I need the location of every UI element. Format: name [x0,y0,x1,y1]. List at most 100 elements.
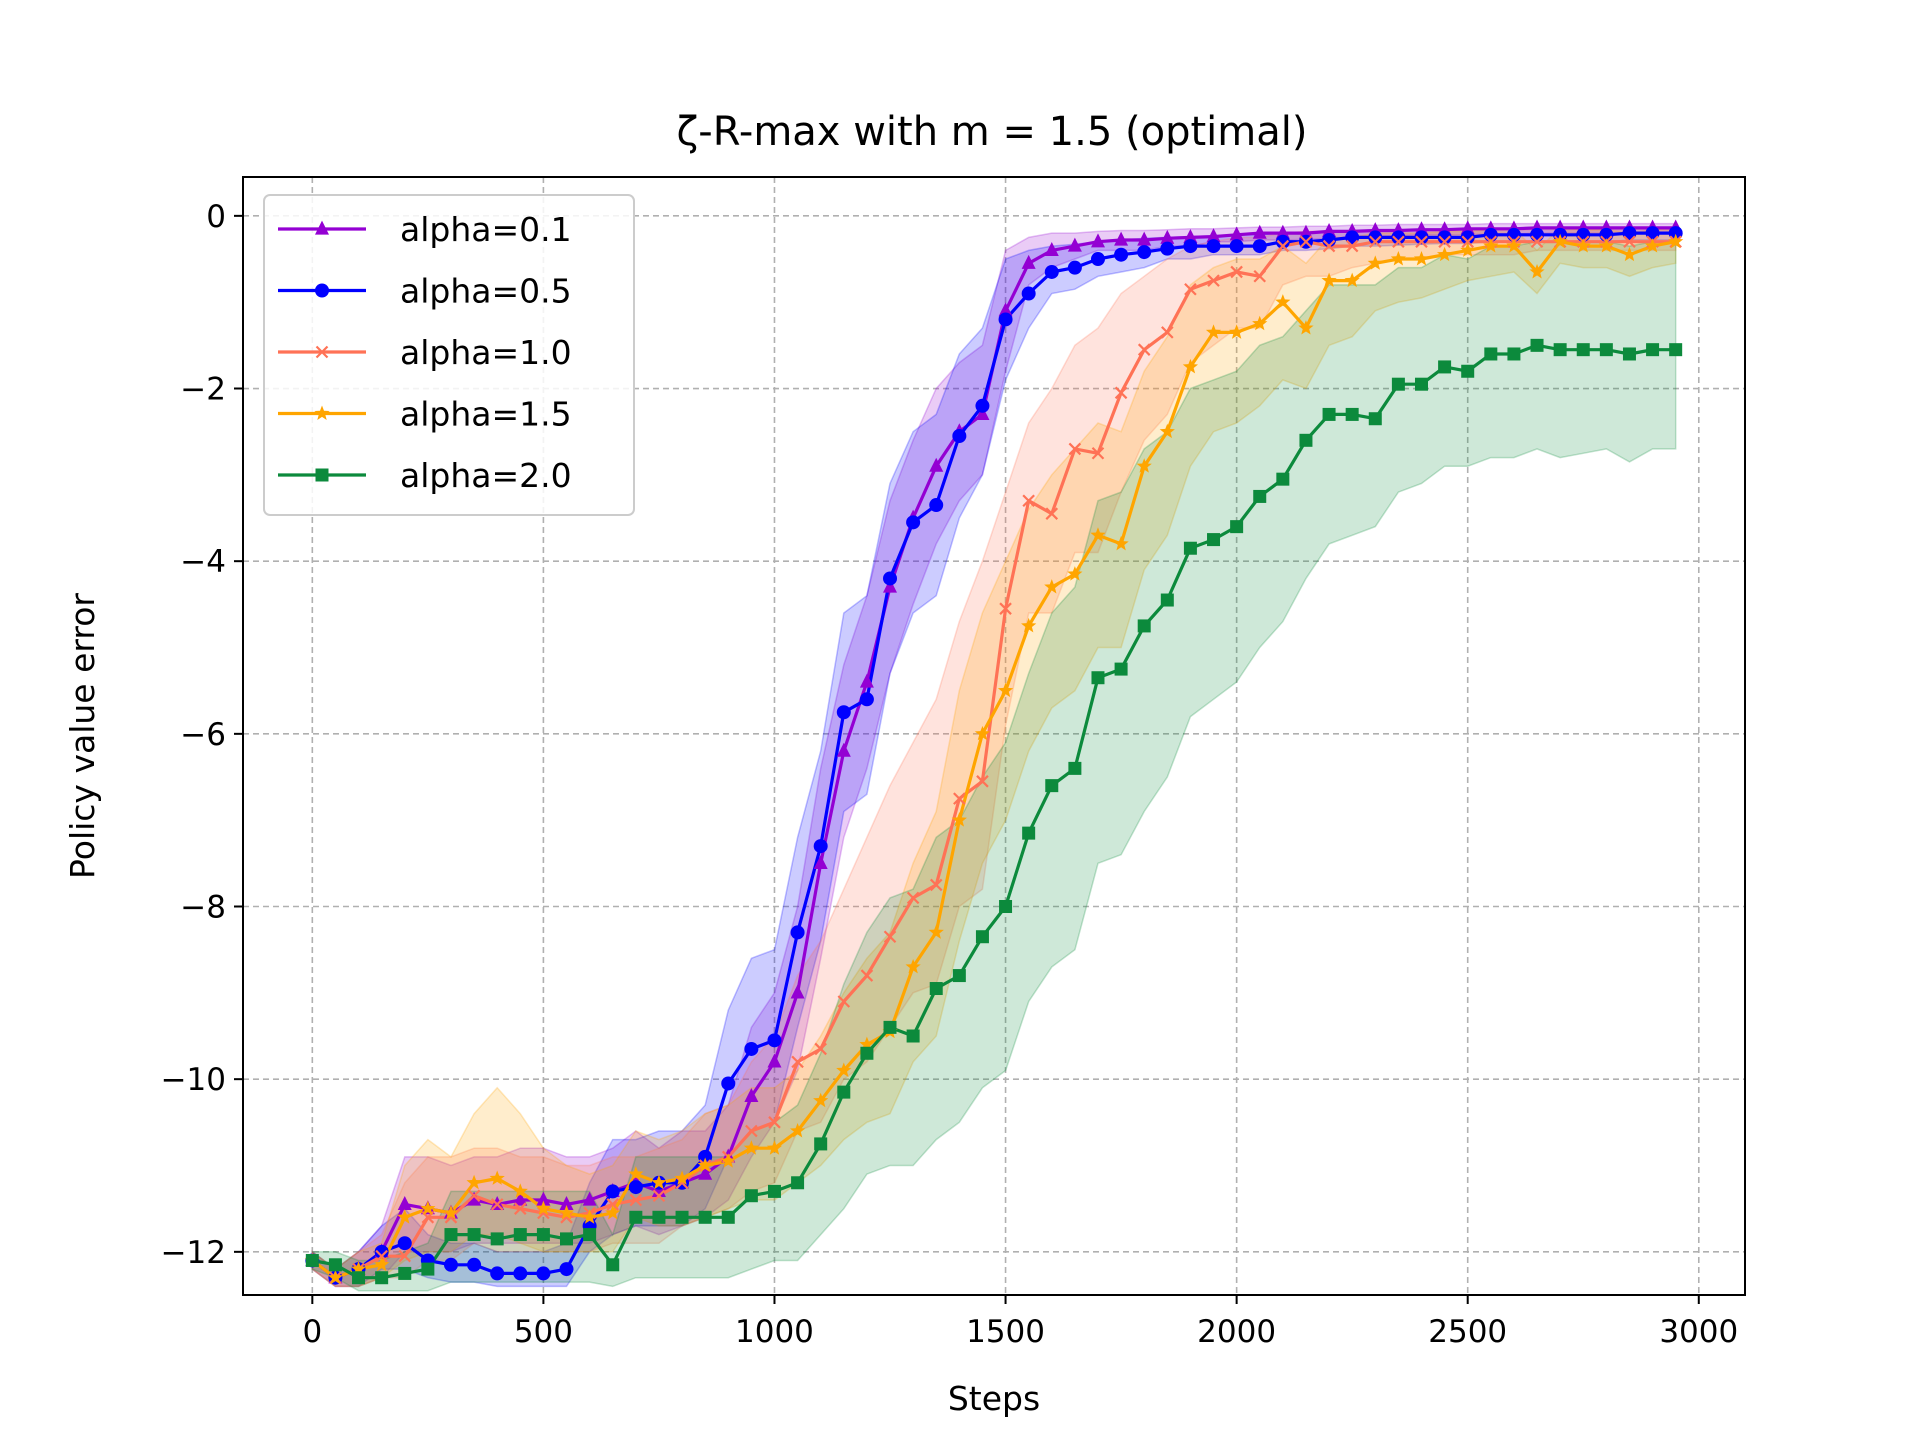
point-alpha-1-5 [1205,324,1222,339]
point-alpha-2-0 [560,1232,574,1246]
point-alpha-2-0 [583,1228,597,1242]
point-alpha-1-0 [1299,235,1313,249]
point-alpha-1-0 [791,1055,804,1069]
point-alpha-2-0 [398,1266,412,1280]
point-alpha-1-5 [397,1209,413,1224]
x-tick-label: 2000 [1197,1314,1276,1350]
y-tick-label: −10 [161,1062,226,1098]
marker-stroke [1530,235,1544,249]
point-alpha-0-1 [1183,229,1198,244]
point-alpha-0-1 [1044,241,1059,256]
marker-stroke [953,792,966,805]
legend-label-alpha-0-1: alpha=0.1 [400,210,572,249]
point-alpha-2-0 [1391,377,1405,391]
marker-stroke [814,1042,827,1056]
legend-label-alpha-0-5: alpha=0.5 [400,272,572,311]
point-alpha-1-5 [1344,272,1360,288]
point-alpha-0-5 [1622,226,1637,241]
point-alpha-0-5 [628,1180,643,1195]
marker-stroke [467,1189,481,1202]
point-alpha-0-5 [883,571,898,586]
point-alpha-1-0 [398,1249,412,1263]
point-alpha-1-5 [1229,324,1245,339]
point-alpha-1-5 [997,682,1014,698]
point-alpha-1-5 [674,1170,690,1185]
marker-stroke [906,891,920,905]
point-alpha-0-5 [1044,264,1059,279]
point-alpha-1-5 [951,812,967,827]
marker-stroke [1392,235,1405,249]
point-alpha-1-0 [375,1249,388,1263]
point-alpha-0-5 [1137,245,1152,260]
marker-stroke [1114,386,1128,400]
point-alpha-0-5 [1114,247,1129,262]
point-alpha-0-5 [906,515,921,530]
axis-ticks: 0 500 1000 1500 2000 2500 3000 0 −2 −4 −6 −8 −10 −12 [161,199,1739,1350]
y-tick-label: −12 [161,1235,226,1271]
point-alpha-1-5 [582,1209,598,1224]
marker-stroke [1137,343,1151,356]
point-alpha-0-5 [1206,239,1221,254]
point-alpha-1-5 [1668,233,1684,249]
point-alpha-1-0 [1322,239,1336,253]
point-alpha-0-5 [1645,226,1660,241]
point-alpha-2-0 [629,1210,643,1224]
point-alpha-1-0 [999,602,1012,615]
point-alpha-2-0 [975,930,989,944]
point-alpha-1-5 [374,1256,390,1272]
point-alpha-2-0 [467,1228,481,1242]
point-alpha-2-0 [767,1184,781,1198]
point-alpha-0-1 [859,673,874,688]
point-alpha-1-5 [1298,320,1314,335]
point-alpha-1-0 [837,995,851,1008]
point-alpha-0-5 [1275,234,1290,249]
point-alpha-0-5 [1090,252,1105,267]
point-alpha-2-0 [1183,541,1197,555]
marker-stroke [768,1116,781,1129]
y-tick-label: −6 [180,717,226,753]
point-alpha-0-5 [490,1266,505,1281]
point-alpha-1-5 [836,1062,852,1078]
legend-marker-alpha-0-5 [315,283,329,298]
point-alpha-2-0 [929,982,943,996]
point-alpha-0-5 [559,1262,574,1277]
point-alpha-1-0 [883,930,897,943]
point-alpha-1-0 [629,1193,643,1207]
point-alpha-0-1 [1067,237,1082,252]
point-alpha-1-5 [512,1183,528,1198]
point-alpha-2-0 [952,969,966,983]
point-alpha-1-5 [558,1204,575,1220]
point-alpha-0-5 [397,1236,412,1251]
y-axis-label: Policy value error [63,593,102,879]
point-alpha-1-5 [789,1122,806,1138]
point-alpha-0-5 [952,428,967,443]
point-alpha-1-0 [745,1124,758,1138]
point-alpha-0-5 [513,1266,528,1281]
point-alpha-0-5 [813,839,828,854]
point-alpha-2-0 [536,1228,550,1242]
point-alpha-1-5 [1275,294,1291,309]
point-alpha-2-0 [1137,619,1151,633]
point-alpha-1-0 [1184,282,1197,296]
marker-stroke [929,878,943,892]
point-alpha-1-0 [1253,270,1267,283]
legend-marker-alpha-0-1 [315,220,329,235]
point-alpha-1-0 [514,1202,527,1215]
point-alpha-2-0 [837,1085,851,1099]
point-alpha-1-0 [652,1189,666,1202]
point-alpha-2-0 [1507,347,1521,361]
point-alpha-2-0 [1646,343,1660,357]
point-alpha-0-5 [790,925,805,940]
point-alpha-2-0 [375,1271,389,1285]
chart-title: ζ-R-max with m = 1.5 (optimal) [677,109,1308,155]
point-alpha-0-5 [767,1033,782,1048]
point-alpha-0-1 [744,1088,759,1103]
point-alpha-0-5 [1183,239,1198,254]
point-alpha-1-0 [1368,235,1382,249]
marker-stroke [629,1193,643,1207]
point-alpha-2-0 [1022,826,1036,840]
point-alpha-2-0 [1114,662,1128,676]
point-alpha-1-5 [974,725,991,741]
point-alpha-2-0 [675,1210,689,1224]
